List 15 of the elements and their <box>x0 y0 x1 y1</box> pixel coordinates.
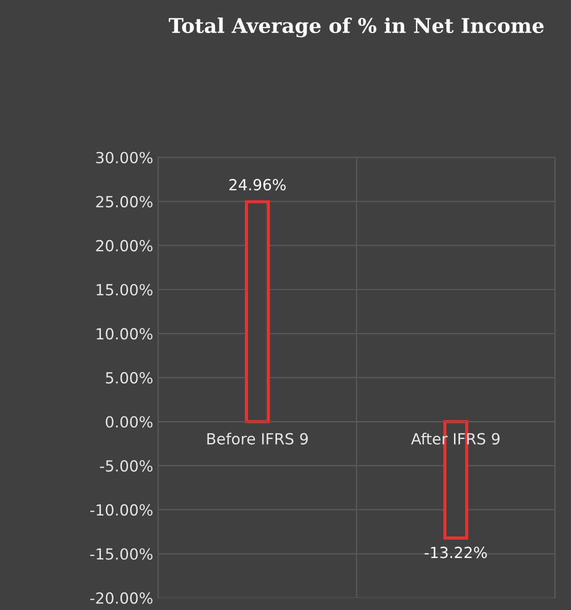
y-tick-label: -10.00% <box>90 504 152 516</box>
y-tick-label: 5.00% <box>106 372 152 384</box>
chart-title: Total Average of % in Net Income <box>168 18 544 38</box>
y-tick-label: 0.00% <box>106 416 152 428</box>
data-label: -13.22% <box>424 546 487 558</box>
y-tick-label: -5.00% <box>100 460 152 472</box>
x-tick-label: Before IFRS 9 <box>207 432 308 445</box>
y-tick-label: 10.00% <box>96 328 152 340</box>
y-tick-label: -15.00% <box>90 548 152 560</box>
y-tick-label: 15.00% <box>96 284 152 296</box>
y-tick-label: 25.00% <box>96 196 152 208</box>
y-tick-label: 20.00% <box>96 240 152 252</box>
y-tick-label: 30.00% <box>96 152 152 164</box>
y-tick-label: -20.00% <box>90 592 152 604</box>
data-label: 24.96% <box>229 178 286 190</box>
